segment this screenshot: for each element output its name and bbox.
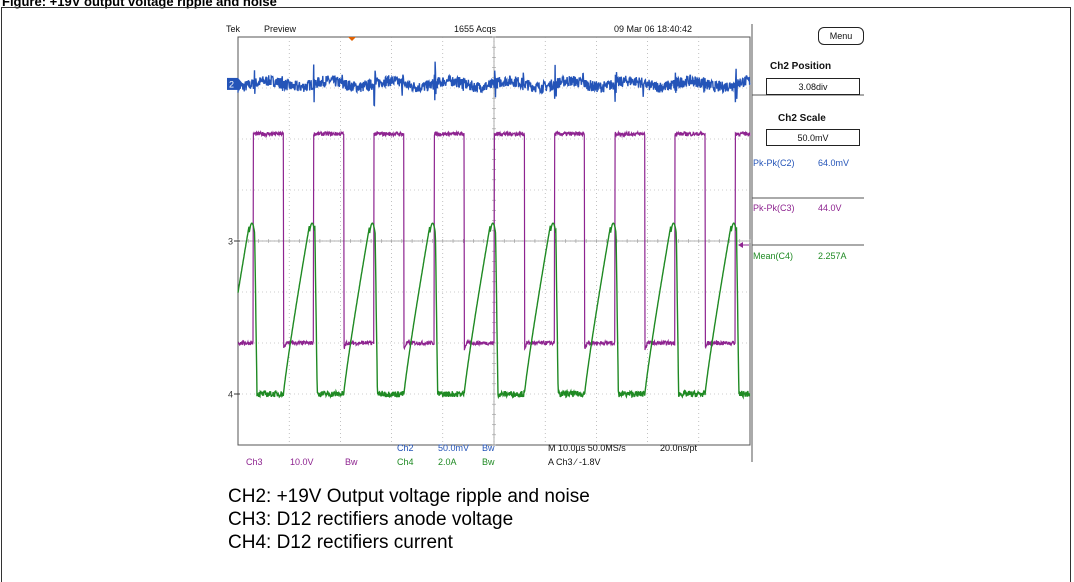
ch3-name: Ch3	[246, 457, 263, 467]
ch2-ground-marker-arrow	[238, 77, 243, 90]
trace-ch4	[237, 222, 751, 400]
trigger-setting: A Ch3 ⁄ -1.8V	[548, 457, 601, 467]
record-resolution: 20.0ns/pt	[660, 443, 698, 453]
ch4-scale: 2.0A	[438, 457, 457, 467]
timebase: M 10.0µs 50.0MS/s	[548, 443, 626, 453]
ch2-scale: 50.0mV	[438, 443, 470, 453]
ch2-name: Ch2	[397, 443, 414, 453]
measurement-value: 2.257A	[818, 251, 847, 261]
ch4-bandwidth: Bw	[482, 457, 495, 467]
channel-marker-label: 4	[228, 390, 233, 400]
acquisition-count: 1655 Acqs	[454, 24, 497, 34]
measurement-value: 64.0mV	[818, 158, 850, 168]
ch3-scale: 10.0V	[290, 457, 314, 467]
ch2-ground-marker	[227, 77, 238, 90]
caption-line: CH2: +19V Output voltage ripple and nois…	[228, 486, 590, 507]
measurement-label: Mean(C4)	[753, 251, 794, 261]
trigger-level-marker	[738, 242, 743, 248]
date-time: 09 Mar 06 18:40:42	[614, 24, 693, 34]
position-value-field[interactable]: 3.08div	[766, 78, 860, 95]
caption-line: CH3: D12 rectifiers anode voltage	[228, 509, 514, 530]
trigger-position-marker	[348, 37, 356, 41]
waveforms	[237, 61, 751, 400]
mode-label: Preview	[264, 24, 297, 34]
scale-title: Ch2 Scale	[778, 113, 826, 124]
position-title: Ch2 Position	[770, 61, 832, 72]
trace-ch2	[237, 61, 751, 107]
caption-line: CH4: D12 rectifiers current	[228, 532, 453, 553]
trace-ch3	[237, 129, 751, 351]
figure-title: Figure: +19V output voltage ripple and n…	[2, 0, 277, 9]
measurement-value: 44.0V	[818, 203, 842, 213]
ch3-bandwidth: Bw	[345, 457, 358, 467]
channel-markers: 2 3 4	[227, 77, 749, 400]
figure-title-cut: Figure: +19V output voltage ripple and n…	[0, 0, 1074, 9]
measurement-label: Pk-Pk(C3)	[753, 203, 795, 213]
menu-button[interactable]: Menu	[818, 27, 864, 45]
brand-label: Tek	[226, 24, 241, 34]
measurement-label: Pk-Pk(C2)	[753, 158, 795, 168]
ch2-bandwidth: Bw	[482, 443, 495, 453]
channel-marker-label: 3	[228, 237, 233, 247]
ch4-name: Ch4	[397, 457, 414, 467]
scale-value-field[interactable]: 50.0mV	[766, 129, 860, 146]
figure-frame	[1, 7, 1071, 582]
ch2-marker-label: 2	[229, 79, 234, 89]
